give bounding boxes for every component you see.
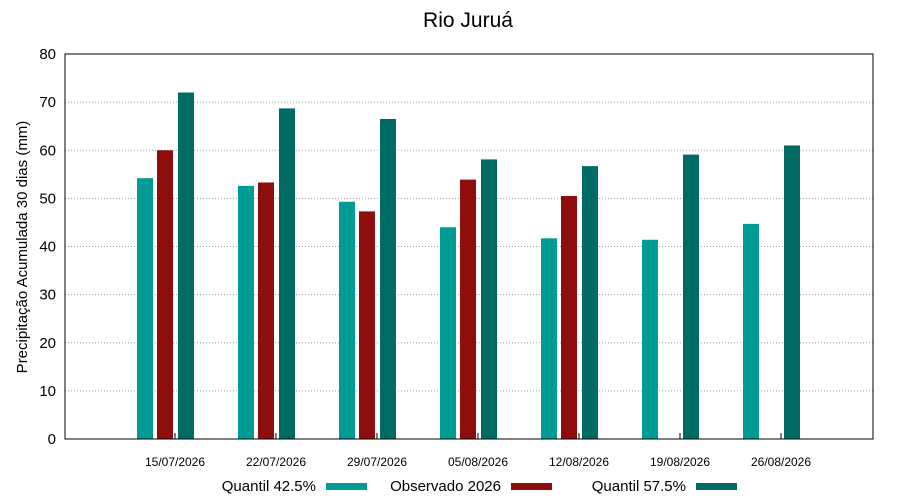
legend: Quantil 42.5% Observado 2026 Quantil 57.5% <box>222 478 737 495</box>
y-tick-label: 30 <box>39 287 56 304</box>
bar-quantil-425 <box>339 201 355 439</box>
bar-quantil-425 <box>743 223 759 439</box>
bar-quantil-575 <box>178 92 194 439</box>
x-tick-label: 19/08/2026 <box>650 455 710 469</box>
bar-quantil-575 <box>784 145 800 439</box>
bar-quantil-425 <box>642 239 658 439</box>
x-tick-label: 12/08/2026 <box>549 455 609 469</box>
x-tick-label: 29/07/2026 <box>347 455 407 469</box>
y-tick-label: 10 <box>39 383 56 400</box>
bar-observado-2026 <box>359 211 375 439</box>
bar-quantil-425 <box>541 238 557 439</box>
legend-label: Quantil 42.5% <box>222 478 316 495</box>
y-axis: 0 10 20 30 40 50 60 70 80 <box>39 46 56 448</box>
bar-quantil-425 <box>238 185 254 439</box>
y-tick-label: 80 <box>39 46 56 63</box>
x-axis: 15/07/2026 22/07/2026 29/07/2026 05/08/2026… <box>145 433 811 469</box>
bar-observado-2026 <box>561 195 577 439</box>
bar-observado-2026 <box>157 150 173 439</box>
legend-label: Quantil 57.5% <box>592 478 686 495</box>
bar-observado-2026 <box>460 179 476 439</box>
legend-label: Observado 2026 <box>390 478 501 495</box>
x-tick-label: 05/08/2026 <box>448 455 508 469</box>
bar-quantil-425 <box>137 178 153 439</box>
y-tick-label: 20 <box>39 335 56 352</box>
bar-observado-2026 <box>258 182 274 439</box>
x-tick-label: 22/07/2026 <box>246 455 306 469</box>
plot-frame <box>64 53 874 440</box>
y-axis-label: Precipitação Acumulada 30 dias (mm) <box>14 121 31 374</box>
x-tick-label: 15/07/2026 <box>145 455 205 469</box>
bar-quantil-425 <box>440 227 456 439</box>
y-tick-label: 0 <box>48 431 56 448</box>
y-tick-label: 50 <box>39 190 56 207</box>
bar-quantil-575 <box>279 108 295 439</box>
y-tick-label: 40 <box>39 239 56 256</box>
bar-quantil-575 <box>380 118 396 439</box>
y-tick-label: 60 <box>39 142 56 159</box>
legend-swatch <box>696 483 737 490</box>
y-tick-label: 70 <box>39 94 56 111</box>
bar-quantil-575 <box>683 154 699 440</box>
legend-swatch <box>511 483 552 490</box>
legend-swatch <box>326 483 367 490</box>
x-tick-label: 26/08/2026 <box>751 455 811 469</box>
chart-title: Rio Juruá <box>423 9 513 32</box>
bars <box>137 92 800 440</box>
bar-quantil-575 <box>582 166 598 439</box>
bar-quantil-575 <box>481 159 497 440</box>
